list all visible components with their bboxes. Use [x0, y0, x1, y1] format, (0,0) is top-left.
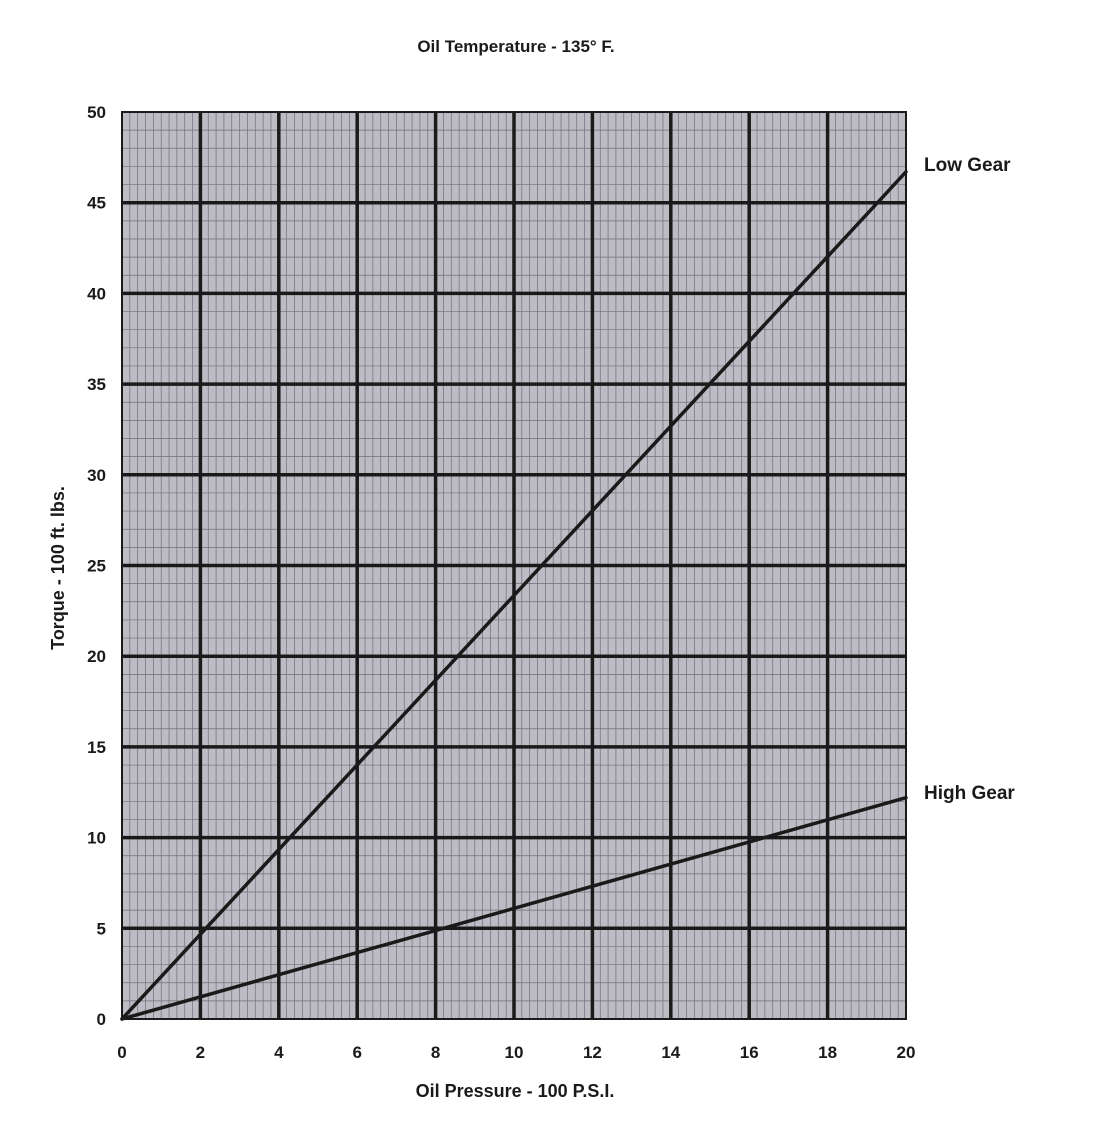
y-tick-labels: 0 5 10 15 20 25 30 35 40 45 50 — [87, 103, 106, 1029]
x-tick-label: 6 — [352, 1043, 361, 1062]
y-tick-label: 30 — [87, 466, 106, 485]
x-tick-label: 10 — [505, 1043, 524, 1062]
x-tick-label: 8 — [431, 1043, 440, 1062]
y-tick-label: 15 — [87, 738, 106, 757]
series-line-low-gear — [120, 170, 908, 1021]
series-label-high-gear: High Gear — [924, 783, 1015, 804]
y-tick-label: 50 — [87, 103, 106, 122]
x-tick-label: 12 — [583, 1043, 602, 1062]
plot-border — [121, 111, 907, 1020]
y-tick-label: 25 — [87, 557, 106, 576]
y-tick-label: 20 — [87, 647, 106, 666]
y-axis-label: Torque - 100 ft. lbs. — [48, 486, 68, 650]
y-tick-label: 45 — [87, 194, 106, 213]
y-tick-label: 35 — [87, 375, 106, 394]
x-tick-label: 16 — [740, 1043, 759, 1062]
x-axis-label: Oil Pressure - 100 P.S.I. — [416, 1081, 615, 1101]
x-tick-label: 20 — [897, 1043, 916, 1062]
y-tick-label: 40 — [87, 284, 106, 303]
y-tick-label: 5 — [97, 919, 106, 938]
x-tick-labels: 0 2 4 6 8 10 12 14 16 18 20 — [117, 1043, 915, 1062]
x-tick-label: 4 — [274, 1043, 284, 1062]
series-line-high-gear — [120, 795, 908, 1021]
series-label-low-gear: Low Gear — [924, 155, 1011, 176]
x-tick-label: 2 — [196, 1043, 205, 1062]
x-tick-label: 14 — [661, 1043, 680, 1062]
major-grid — [122, 112, 906, 1019]
x-tick-label: 18 — [818, 1043, 837, 1062]
y-tick-label: 10 — [87, 829, 106, 848]
series-lines — [120, 170, 908, 1021]
x-tick-label: 0 — [117, 1043, 126, 1062]
chart-title: Oil Temperature - 135° F. — [417, 37, 614, 56]
y-tick-label: 0 — [97, 1010, 106, 1029]
